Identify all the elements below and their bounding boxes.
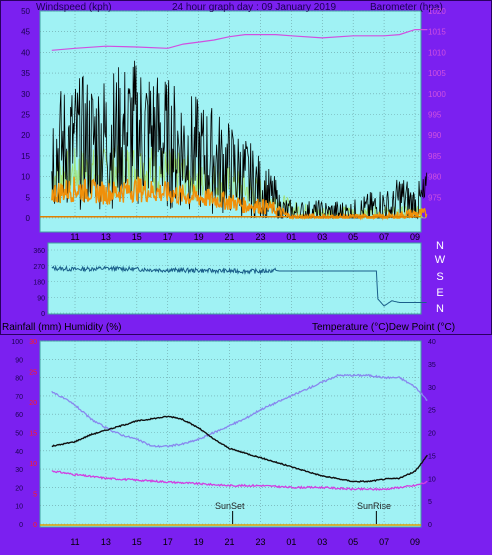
wind-x-tick-label: 15 [132, 232, 142, 242]
rain-tick-label: 20 [29, 400, 37, 407]
direction-plot-area [47, 242, 422, 315]
climate-x-tick-label: 07 [379, 537, 389, 547]
direction-compass-label: N [436, 240, 444, 252]
wind-tick-label: 5 [26, 193, 31, 202]
rain-tick-label: 0 [33, 522, 37, 529]
wind-tick-label: 25 [21, 111, 30, 120]
climate-x-tick-label: 21 [225, 537, 235, 547]
climate-x-tick-label: 05 [348, 537, 358, 547]
wind-tick-label: 50 [21, 7, 30, 16]
temperature-line [51, 415, 428, 483]
barometer-tick-label: 1000 [428, 90, 446, 99]
wind-x-tick-label: 21 [225, 232, 235, 242]
direction-compass-label: E [436, 287, 443, 299]
barometer-tick-label: 1010 [428, 48, 446, 57]
humidity-tick-label: 30 [15, 467, 23, 474]
climate-x-tick-label: 13 [101, 537, 111, 547]
climate-x-tick-label: 11 [70, 537, 79, 547]
barometer-tick-label: 1015 [428, 28, 446, 37]
barometer-axis-label: Barometer (hpa) [370, 2, 443, 13]
climate-x-tick-label: 09 [410, 537, 420, 547]
rain-humidity-label: Rainfall (mm) Humidity (%) [2, 322, 121, 333]
humidity-tick-label: 80 [15, 376, 23, 383]
direction-compass-label: S [436, 271, 443, 283]
rain-tick-label: 5 [33, 492, 37, 499]
temperature-tick-label: 20 [428, 431, 436, 438]
wind-direction-line [51, 264, 427, 307]
temperature-tick-label: 0 [428, 522, 432, 529]
barometer-tick-label: 1020 [428, 7, 446, 16]
humidity-tick-label: 70 [15, 394, 23, 401]
direction-tick-label: 180 [33, 280, 45, 287]
wind-tick-label: 45 [21, 28, 30, 37]
chart-title: 24 hour graph day : 09 January 2019 [172, 2, 336, 13]
temperature-tick-label: 30 [428, 385, 436, 392]
barometer-tick-label: 975 [428, 193, 442, 202]
temperature-tick-label: 35 [428, 362, 436, 369]
dewpoint-line [51, 373, 428, 448]
climate-x-tick-label: 01 [286, 537, 296, 547]
rain-tick-label: 30 [29, 339, 37, 346]
wind-x-tick-label: 05 [348, 232, 358, 242]
temperature-tick-label: 15 [428, 453, 436, 460]
humidity-tick-label: 100 [11, 339, 23, 346]
temperature-tick-label: 40 [428, 339, 436, 346]
wind-x-tick-label: 07 [379, 232, 389, 242]
direction-tick-label: 360 [33, 248, 45, 255]
direction-tick-label: 90 [37, 295, 45, 302]
wind-tick-label: 30 [21, 90, 30, 99]
wind-tick-label: 20 [21, 131, 30, 140]
wind-x-tick-label: 03 [317, 232, 327, 242]
humidity-tick-label: 0 [19, 522, 23, 529]
wind-x-tick-label: 01 [286, 232, 296, 242]
direction-compass-label: W [435, 254, 446, 266]
temperature-tick-label: 10 [428, 476, 436, 483]
barometer-tick-label: 980 [428, 173, 442, 182]
wind-x-tick-label: 09 [410, 232, 420, 242]
humidity-tick-label: 50 [15, 431, 23, 438]
temperature-dewpoint-label: Temperature (°C)Dew Point (°C) [312, 322, 455, 333]
average-wind-line [51, 176, 428, 221]
sunset-label: SunSet [215, 501, 245, 511]
humidity-tick-label: 90 [15, 357, 23, 364]
wind-tick-label: 40 [21, 48, 30, 57]
humidity-tick-label: 60 [15, 412, 23, 419]
climate-x-tick-label: 17 [163, 537, 173, 547]
barometer-tick-label: 995 [428, 111, 442, 120]
gust-line [51, 60, 428, 220]
direction-tick-label: 0 [41, 311, 45, 318]
barometer-tick-label: 1005 [428, 69, 446, 78]
temperature-tick-label: 25 [428, 408, 436, 415]
rain-tick-label: 15 [29, 431, 37, 438]
humidity-tick-label: 10 [15, 504, 23, 511]
temperature-tick-label: 5 [428, 499, 432, 506]
wind-tick-label: 10 [21, 173, 30, 182]
wind-x-tick-label: 13 [101, 232, 111, 242]
climate-plot-area [39, 340, 422, 528]
barometer-line [51, 29, 428, 51]
barometer-tick-label: 990 [428, 131, 442, 140]
direction-compass-label: N [436, 303, 444, 315]
wind-axis-label: Windspeed (kph) [36, 2, 112, 13]
barometer-tick-label: 985 [428, 152, 442, 161]
wind-x-tick-label: 11 [70, 232, 79, 242]
wind-tick-label: 0 [26, 214, 31, 223]
climate-x-tick-label: 19 [194, 537, 204, 547]
climate-x-tick-label: 03 [317, 537, 327, 547]
climate-x-tick-label: 15 [132, 537, 142, 547]
wind-x-tick-label: 23 [255, 232, 265, 242]
rain-tick-label: 10 [29, 461, 37, 468]
rain-tick-label: 25 [29, 370, 37, 377]
direction-tick-label: 270 [33, 264, 45, 271]
climate-x-tick-label: 23 [255, 537, 265, 547]
sunrise-label: SunRise [357, 501, 391, 511]
wind-x-tick-label: 19 [194, 232, 204, 242]
wind-tick-label: 35 [21, 69, 30, 78]
wind-x-tick-label: 17 [163, 232, 173, 242]
wind-tick-label: 15 [21, 152, 30, 161]
humidity-line [51, 470, 428, 491]
humidity-tick-label: 40 [15, 449, 23, 456]
humidity-tick-label: 20 [15, 485, 23, 492]
